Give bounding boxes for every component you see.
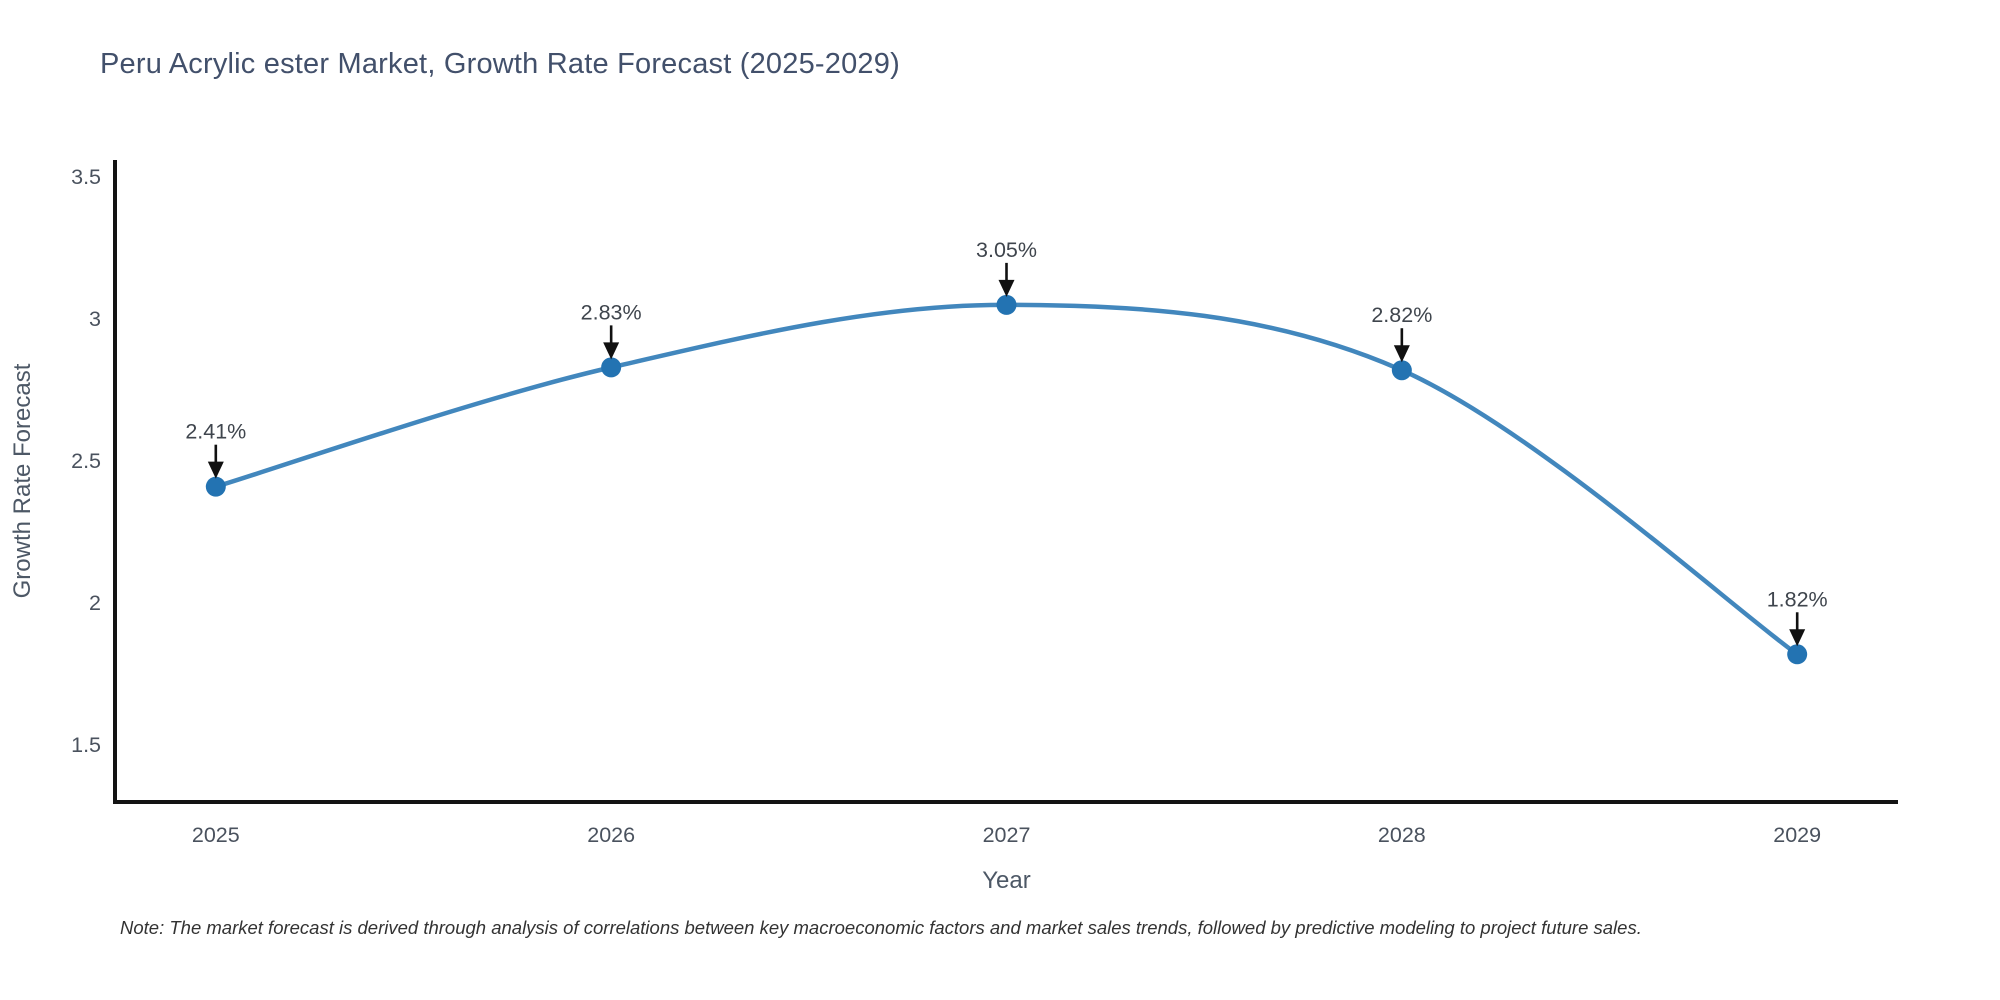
x-tick-label: 2028 bbox=[1378, 823, 1426, 847]
annotation-label: 3.05% bbox=[976, 238, 1037, 262]
data-point-marker bbox=[601, 357, 622, 378]
x-axis-title: Year bbox=[982, 867, 1031, 894]
chart-footnote: Note: The market forecast is derived thr… bbox=[120, 917, 1642, 938]
y-tick-label: 2.5 bbox=[71, 449, 101, 473]
y-tick-label: 3.5 bbox=[71, 165, 101, 189]
annotation-label: 2.41% bbox=[185, 420, 246, 444]
y-tick-label: 2 bbox=[89, 591, 101, 615]
y-tick-label: 1.5 bbox=[71, 733, 101, 757]
x-tick-label: 2029 bbox=[1773, 823, 1821, 847]
chart-title: Peru Acrylic ester Market, Growth Rate F… bbox=[100, 48, 900, 80]
annotation-arrowhead bbox=[1789, 629, 1806, 647]
annotation-arrowhead bbox=[1393, 345, 1410, 363]
data-point-marker bbox=[205, 476, 226, 497]
x-tick-label: 2025 bbox=[192, 823, 240, 847]
annotation-arrowhead bbox=[207, 461, 224, 479]
y-axis-title: Growth Rate Forecast bbox=[9, 363, 36, 598]
annotation-label: 1.82% bbox=[1767, 587, 1828, 611]
annotation-label: 2.82% bbox=[1371, 303, 1432, 327]
series-line bbox=[213, 302, 1800, 657]
x-tick-label: 2026 bbox=[587, 823, 635, 847]
data-point-marker bbox=[996, 294, 1017, 315]
data-point-marker bbox=[1787, 644, 1808, 665]
y-tick-label: 3 bbox=[89, 307, 101, 331]
data-point-marker bbox=[1391, 360, 1412, 381]
x-tick-label: 2027 bbox=[983, 823, 1031, 847]
annotation-label: 2.83% bbox=[581, 300, 642, 324]
annotation-arrowhead bbox=[998, 279, 1015, 297]
annotation-arrowhead bbox=[603, 342, 620, 360]
